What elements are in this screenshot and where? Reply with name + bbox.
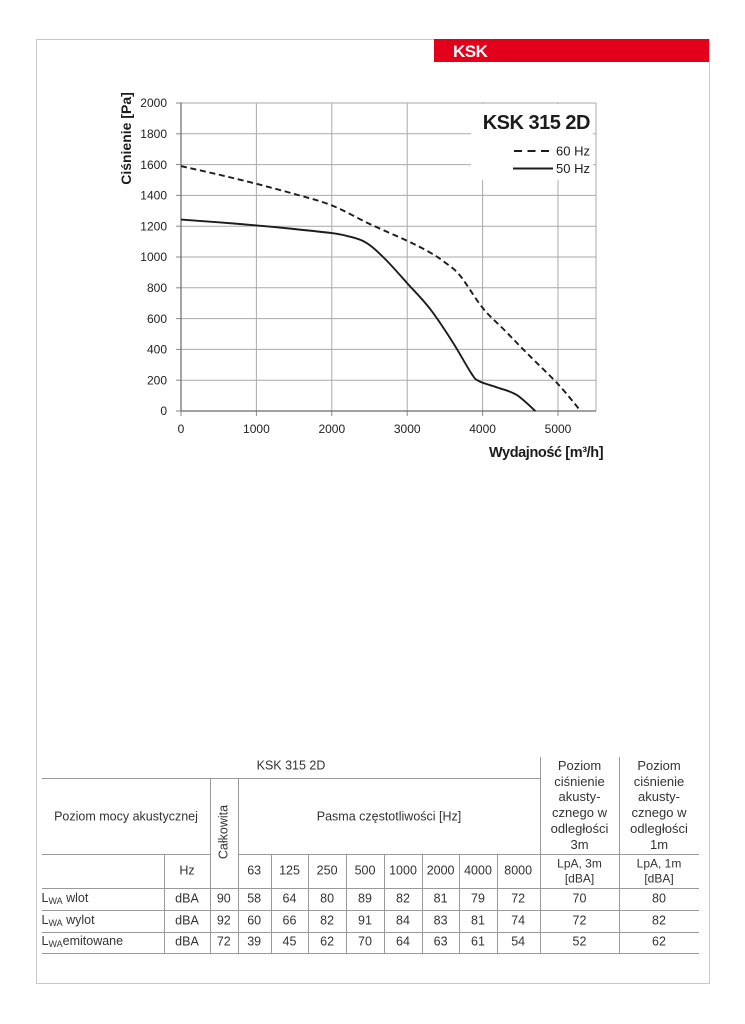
svg-text:1600: 1600 bbox=[140, 158, 167, 172]
svg-text:1800: 1800 bbox=[140, 127, 167, 141]
svg-text:50 Hz: 50 Hz bbox=[556, 161, 590, 176]
svg-text:0: 0 bbox=[178, 422, 185, 436]
svg-text:Wydajność [m³/h]: Wydajność [m³/h] bbox=[489, 445, 604, 461]
svg-text:KSK 315 2D: KSK 315 2D bbox=[483, 112, 590, 134]
svg-text:1200: 1200 bbox=[140, 219, 167, 233]
svg-text:60 Hz: 60 Hz bbox=[556, 144, 590, 159]
svg-text:5000: 5000 bbox=[545, 422, 572, 436]
svg-text:2000: 2000 bbox=[318, 422, 345, 436]
svg-text:400: 400 bbox=[147, 343, 167, 357]
svg-text:Ciśnienie [Pa]: Ciśnienie [Pa] bbox=[118, 92, 134, 185]
svg-text:1000: 1000 bbox=[140, 250, 167, 264]
svg-text:3000: 3000 bbox=[394, 422, 421, 436]
svg-text:200: 200 bbox=[147, 373, 167, 387]
svg-text:2000: 2000 bbox=[140, 96, 167, 110]
svg-text:1400: 1400 bbox=[140, 189, 167, 203]
svg-text:600: 600 bbox=[147, 312, 167, 326]
svg-text:800: 800 bbox=[147, 281, 167, 295]
svg-text:4000: 4000 bbox=[469, 422, 496, 436]
svg-text:1000: 1000 bbox=[243, 422, 270, 436]
svg-text:0: 0 bbox=[160, 404, 167, 418]
